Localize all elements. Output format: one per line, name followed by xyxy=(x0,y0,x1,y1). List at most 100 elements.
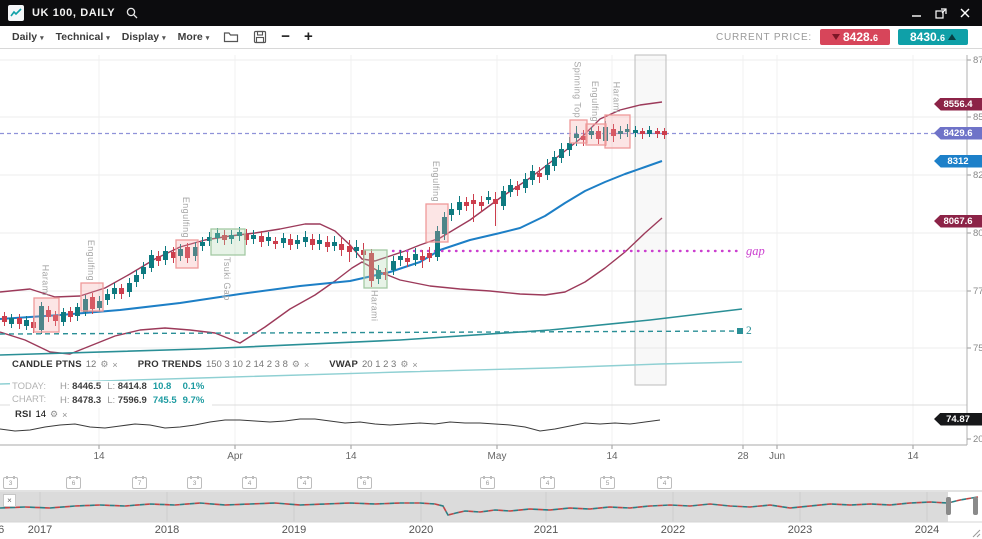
pattern-label: Engulfing xyxy=(86,239,96,281)
gear-icon[interactable]: ⚙ xyxy=(100,359,109,369)
arrow-down-icon xyxy=(831,34,840,40)
overview-year-label: 2019 xyxy=(281,524,307,536)
pattern-box-spinning-top xyxy=(569,119,588,144)
pattern-box-engulfing xyxy=(175,239,199,269)
chevron-down-icon: ▾ xyxy=(106,35,110,42)
calendar-event-icon[interactable]: 6 xyxy=(66,476,81,489)
remove-indicator-icon[interactable]: × xyxy=(303,359,310,370)
pattern-box-tsuki-gap xyxy=(210,228,246,256)
calendar-event-icon[interactable]: 6 xyxy=(357,476,372,489)
zoom-in-button[interactable]: + xyxy=(304,28,313,45)
save-icon[interactable] xyxy=(253,30,267,44)
candle-up xyxy=(435,231,440,257)
candle-down xyxy=(325,242,330,247)
pattern-label: Spinning Top xyxy=(572,61,583,118)
candle-up xyxy=(501,191,506,206)
indicator-legend-row: CANDLE PTNS 12 ⚙ × PRO TRENDS 150 3 10 2… xyxy=(10,358,420,371)
calendar-event-icon[interactable]: 3 xyxy=(3,476,18,489)
menu-display[interactable]: Display ▾ xyxy=(121,31,166,43)
candle-down xyxy=(537,173,542,177)
open-folder-icon[interactable] xyxy=(223,30,239,44)
candle-down xyxy=(53,315,58,321)
y-axis-label: 8750 xyxy=(973,55,982,66)
calendar-event-icon[interactable]: 6 xyxy=(480,476,495,489)
remove-indicator-icon[interactable]: × xyxy=(62,409,68,420)
candle-down xyxy=(464,202,469,206)
minimize-icon[interactable] xyxy=(910,6,924,20)
range-handle-left[interactable] xyxy=(946,497,951,515)
popout-icon[interactable] xyxy=(934,6,948,20)
candle-up xyxy=(281,238,286,243)
pattern-label: Engulfing xyxy=(590,80,600,122)
remove-indicator-icon[interactable]: × xyxy=(412,359,418,370)
candle-up xyxy=(647,130,652,134)
candle-down xyxy=(405,258,410,262)
bollinger-lower-line xyxy=(0,217,663,355)
resize-grip-icon[interactable] xyxy=(972,529,981,538)
gear-icon[interactable]: ⚙ xyxy=(291,359,300,369)
candle-up xyxy=(457,202,462,210)
today-stats-row: TODAY: H: 8446.5 L: 8414.8 10.8 0.1% xyxy=(12,381,205,393)
overview-close-button[interactable]: × xyxy=(3,494,16,507)
candle-up xyxy=(398,256,403,260)
search-icon[interactable] xyxy=(125,6,139,20)
candle-up xyxy=(39,306,44,330)
zoom-out-button[interactable]: − xyxy=(281,28,291,45)
pattern-label: Harami xyxy=(611,81,622,113)
candle-down xyxy=(479,202,484,206)
candle-down xyxy=(244,234,249,240)
overview-year-label: 2020 xyxy=(408,524,434,536)
highlight-region[interactable] xyxy=(634,54,667,386)
overview-year-label: 2017 xyxy=(27,524,53,536)
calendar-event-icon[interactable]: 7 xyxy=(132,476,147,489)
menu-daily[interactable]: Daily ▾ xyxy=(12,31,44,43)
chart-stats-row: CHART: H: 8478.3 L: 7596.9 745.5 9.7% xyxy=(12,394,205,406)
menu-more[interactable]: More ▾ xyxy=(177,31,210,43)
close-icon[interactable] xyxy=(958,6,972,20)
remove-indicator-icon[interactable]: × xyxy=(112,359,118,370)
candle-up xyxy=(237,232,242,236)
menu-technical[interactable]: Technical ▾ xyxy=(55,31,110,43)
candle-up xyxy=(24,320,29,326)
calendar-event-icon[interactable]: 5 xyxy=(600,476,615,489)
price-badge-8312: 8312 xyxy=(934,154,982,168)
candle-down xyxy=(90,297,95,309)
calendar-event-icon[interactable]: 4 xyxy=(657,476,672,489)
gear-icon[interactable]: ⚙ xyxy=(400,359,409,369)
overview-track[interactable] xyxy=(0,492,948,522)
candle-up xyxy=(552,157,557,166)
calendar-event-icon[interactable]: 4 xyxy=(540,476,555,489)
overview-series-down xyxy=(0,496,979,516)
candle-up xyxy=(442,217,447,234)
candle-up xyxy=(193,247,198,256)
candle-down xyxy=(471,200,476,204)
price-badge-8556.4: 8556.4 xyxy=(934,97,982,111)
calendar-event-icon[interactable]: 4 xyxy=(242,476,257,489)
candle-down xyxy=(273,241,278,244)
calendar-event-icon[interactable]: 4 xyxy=(297,476,312,489)
candle-down xyxy=(171,252,176,258)
calendar-event-icon[interactable]: 3 xyxy=(187,476,202,489)
candle-down xyxy=(310,239,315,245)
candle-down xyxy=(347,246,352,252)
overview-year-label: 2016 xyxy=(0,524,5,536)
candle-up xyxy=(127,283,132,292)
indicator-vwap: VWAP 20 1 2 3 ⚙ × xyxy=(327,358,420,371)
candle-down xyxy=(493,199,498,204)
candle-down xyxy=(427,253,432,258)
candle-down xyxy=(662,131,667,135)
candle-up xyxy=(200,242,205,246)
vwap-lower-line xyxy=(0,361,743,385)
candle-down xyxy=(655,131,660,134)
candle-up xyxy=(303,237,308,242)
candle-down xyxy=(156,256,161,261)
candle-down xyxy=(581,136,586,140)
gear-icon[interactable]: ⚙ xyxy=(50,409,59,419)
candle-up xyxy=(149,255,154,268)
candle-up xyxy=(207,237,212,241)
app-logo-icon xyxy=(8,5,24,21)
candle-up xyxy=(178,249,183,256)
price-badge-8429.6: 8429.6 xyxy=(934,126,982,140)
range-handle-right[interactable] xyxy=(973,497,978,515)
